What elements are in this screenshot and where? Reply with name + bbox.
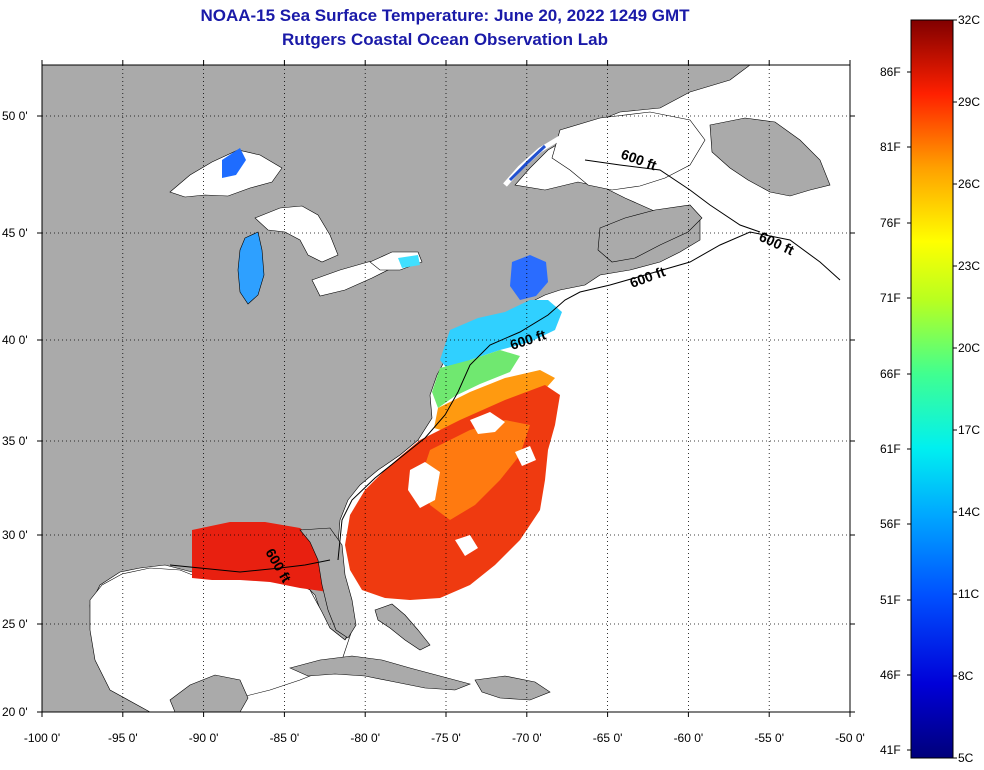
atlantic-sst-cyan-shelf xyxy=(440,300,562,372)
st-lawrence-river-sst xyxy=(508,144,547,182)
lon-tick-label: -55 0' xyxy=(754,731,784,745)
florida-land xyxy=(299,527,357,639)
colorbar-celsius-label: 20C xyxy=(958,341,980,355)
lat-tick-label: 25 0' xyxy=(2,617,28,631)
cloud-patch-1 xyxy=(470,412,505,434)
colorbar-fahrenheit-label: 71F xyxy=(880,291,901,305)
colorbar-celsius-label: 5C xyxy=(958,751,974,765)
lon-tick-label: -85 0' xyxy=(270,731,300,745)
colorbar-celsius-label: 29C xyxy=(958,95,980,109)
lon-tick-label: -95 0' xyxy=(108,731,138,745)
lon-tick-label: -70 0' xyxy=(512,731,542,745)
newfoundland-land xyxy=(709,117,831,197)
colorbar-fahrenheit-label: 41F xyxy=(880,743,901,757)
colorbar-celsius-label: 26C xyxy=(958,177,980,191)
atlantic-sst-orange-core xyxy=(420,420,530,520)
lon-tick-label: -90 0' xyxy=(189,731,219,745)
isobath-600ft-st-lawrence xyxy=(584,159,761,233)
map-subtitle: Rutgers Coastal Ocean Observation Lab xyxy=(282,30,608,49)
colorbar-celsius-label: 8C xyxy=(958,669,974,683)
colorbar-celsius-label: 14C xyxy=(958,505,980,519)
lon-tick-label: -75 0' xyxy=(431,731,461,745)
colorbar-fahrenheit-label: 56F xyxy=(880,517,901,531)
atlantic-sst-orange-band xyxy=(434,370,555,432)
atlantic-sst-cool-gulf-of-maine xyxy=(510,255,548,300)
colorbar-fahrenheit-label: 76F xyxy=(880,216,901,230)
lake-huron xyxy=(254,205,339,263)
lake-superior-sst xyxy=(222,148,246,178)
cloud-patch-2 xyxy=(408,462,440,508)
colorbar-celsius-label: 23C xyxy=(958,259,980,273)
lat-tick-label: 50 0' xyxy=(2,109,28,123)
atlantic-sst-green-shelf xyxy=(432,350,520,408)
cloud-patch-3 xyxy=(455,535,478,556)
colorbar-labels: 32C 29C 26C 23C 20C 17C 14C 11C 8C 5C 86F 81F 76F 71F… xyxy=(880,13,980,765)
lat-tick-label: 20 0' xyxy=(2,705,28,719)
lon-tick-label: -80 0' xyxy=(350,731,380,745)
lon-tick-label: -65 0' xyxy=(593,731,623,745)
yucatan-land xyxy=(169,674,249,712)
bahamas-land xyxy=(374,603,431,651)
cloud-patch-4 xyxy=(515,446,536,466)
colorbar-celsius-label: 17C xyxy=(958,423,980,437)
lake-michigan xyxy=(237,231,265,305)
longitude-axis: -100 0' -95 0' -90 0' -85 0' -80 0' -75 0' -70… xyxy=(24,60,865,745)
cuba-land xyxy=(289,655,471,691)
lon-tick-label: -50 0' xyxy=(835,731,865,745)
colorbar-fahrenheit-label: 81F xyxy=(880,140,901,154)
colorbar-fahrenheit-label: 66F xyxy=(880,367,901,381)
colorbar-celsius-label: 32C xyxy=(958,13,980,27)
gulf-sst-warm xyxy=(192,522,328,592)
lon-tick-label: -60 0' xyxy=(674,731,704,745)
labrador-coast-water xyxy=(760,65,850,170)
colorbar-fahrenheit-label: 61F xyxy=(880,442,901,456)
gulf-st-lawrence-water xyxy=(551,111,706,191)
colorbar-fahrenheit-label: 86F xyxy=(880,65,901,79)
hispaniola-land xyxy=(474,675,551,701)
lat-tick-label: 45 0' xyxy=(2,226,28,240)
colorbar-celsius-label: 11C xyxy=(958,587,979,601)
gulf-of-mexico-water xyxy=(89,567,353,712)
latitude-axis: 50 0' 45 0' 40 0' 35 0' 30 0' 25 0' 20 0' xyxy=(2,109,855,719)
lake-ontario-sst xyxy=(398,255,420,268)
lat-tick-label: 30 0' xyxy=(2,528,28,542)
isobath-600ft-line xyxy=(169,231,841,573)
lat-tick-label: 35 0' xyxy=(2,434,28,448)
colorbar-fahrenheit-label: 46F xyxy=(880,668,901,682)
colorbar xyxy=(910,19,954,759)
graticule xyxy=(42,65,850,712)
lon-tick-label: -100 0' xyxy=(24,731,60,745)
map-title: NOAA-15 Sea Surface Temperature: June 20… xyxy=(200,6,690,25)
lat-tick-label: 40 0' xyxy=(2,333,28,347)
colorbar-fahrenheit-label: 51F xyxy=(880,593,901,607)
